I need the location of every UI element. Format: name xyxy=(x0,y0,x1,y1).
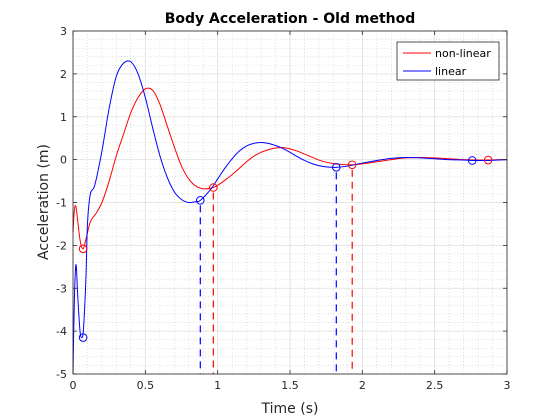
marker-non-linear xyxy=(483,155,493,165)
marker-linear xyxy=(331,163,341,172)
marker-linear xyxy=(78,333,88,342)
x-tick-label: 2 xyxy=(359,379,366,392)
legend-box xyxy=(396,41,500,81)
x-tick-label: 2.5 xyxy=(426,379,444,392)
y-tick-label: 3 xyxy=(60,25,67,38)
series-line-non-linear xyxy=(72,87,508,250)
y-tick-label: -3 xyxy=(56,282,67,295)
marker-linear xyxy=(467,156,477,165)
marker-non-linear xyxy=(78,244,88,254)
y-tick-label: -2 xyxy=(56,239,67,252)
marker-linear xyxy=(196,196,205,205)
legend-label-non-linear: non-linear xyxy=(435,47,491,60)
y-axis-label: Acceleration (m) xyxy=(36,144,52,260)
y-tick-label: 0 xyxy=(60,154,67,167)
chart-title: Body Acceleration - Old method xyxy=(165,11,416,27)
x-tick-label: 3 xyxy=(504,379,511,392)
drop-lines xyxy=(199,169,353,374)
y-tick-label: -1 xyxy=(56,197,67,210)
y-tick-label: 1 xyxy=(60,111,67,124)
grid xyxy=(72,30,508,375)
ticks: 0 0.5 1 1.5 2 2.5 3 -5 -4 -3 -2 -1 0 1 2 3 xyxy=(56,25,510,392)
y-tick-label: -4 xyxy=(56,325,67,338)
y-tick-label: -5 xyxy=(56,368,67,381)
marker-non-linear xyxy=(347,160,357,170)
x-tick-label: 0 xyxy=(70,379,77,392)
x-tick-label: 1 xyxy=(214,379,221,392)
legend-label-linear: linear xyxy=(435,65,467,78)
series-layer xyxy=(72,60,508,375)
x-axis-label: Time (s) xyxy=(261,401,319,417)
y-tick-label: 2 xyxy=(60,68,67,81)
series-line-linear xyxy=(72,60,508,375)
markers-layer xyxy=(78,155,493,342)
x-tick-label: 0.5 xyxy=(137,379,155,392)
x-tick-label: 1.5 xyxy=(281,379,299,392)
marker-non-linear xyxy=(209,183,218,192)
legend: non-linear linear xyxy=(396,41,500,81)
